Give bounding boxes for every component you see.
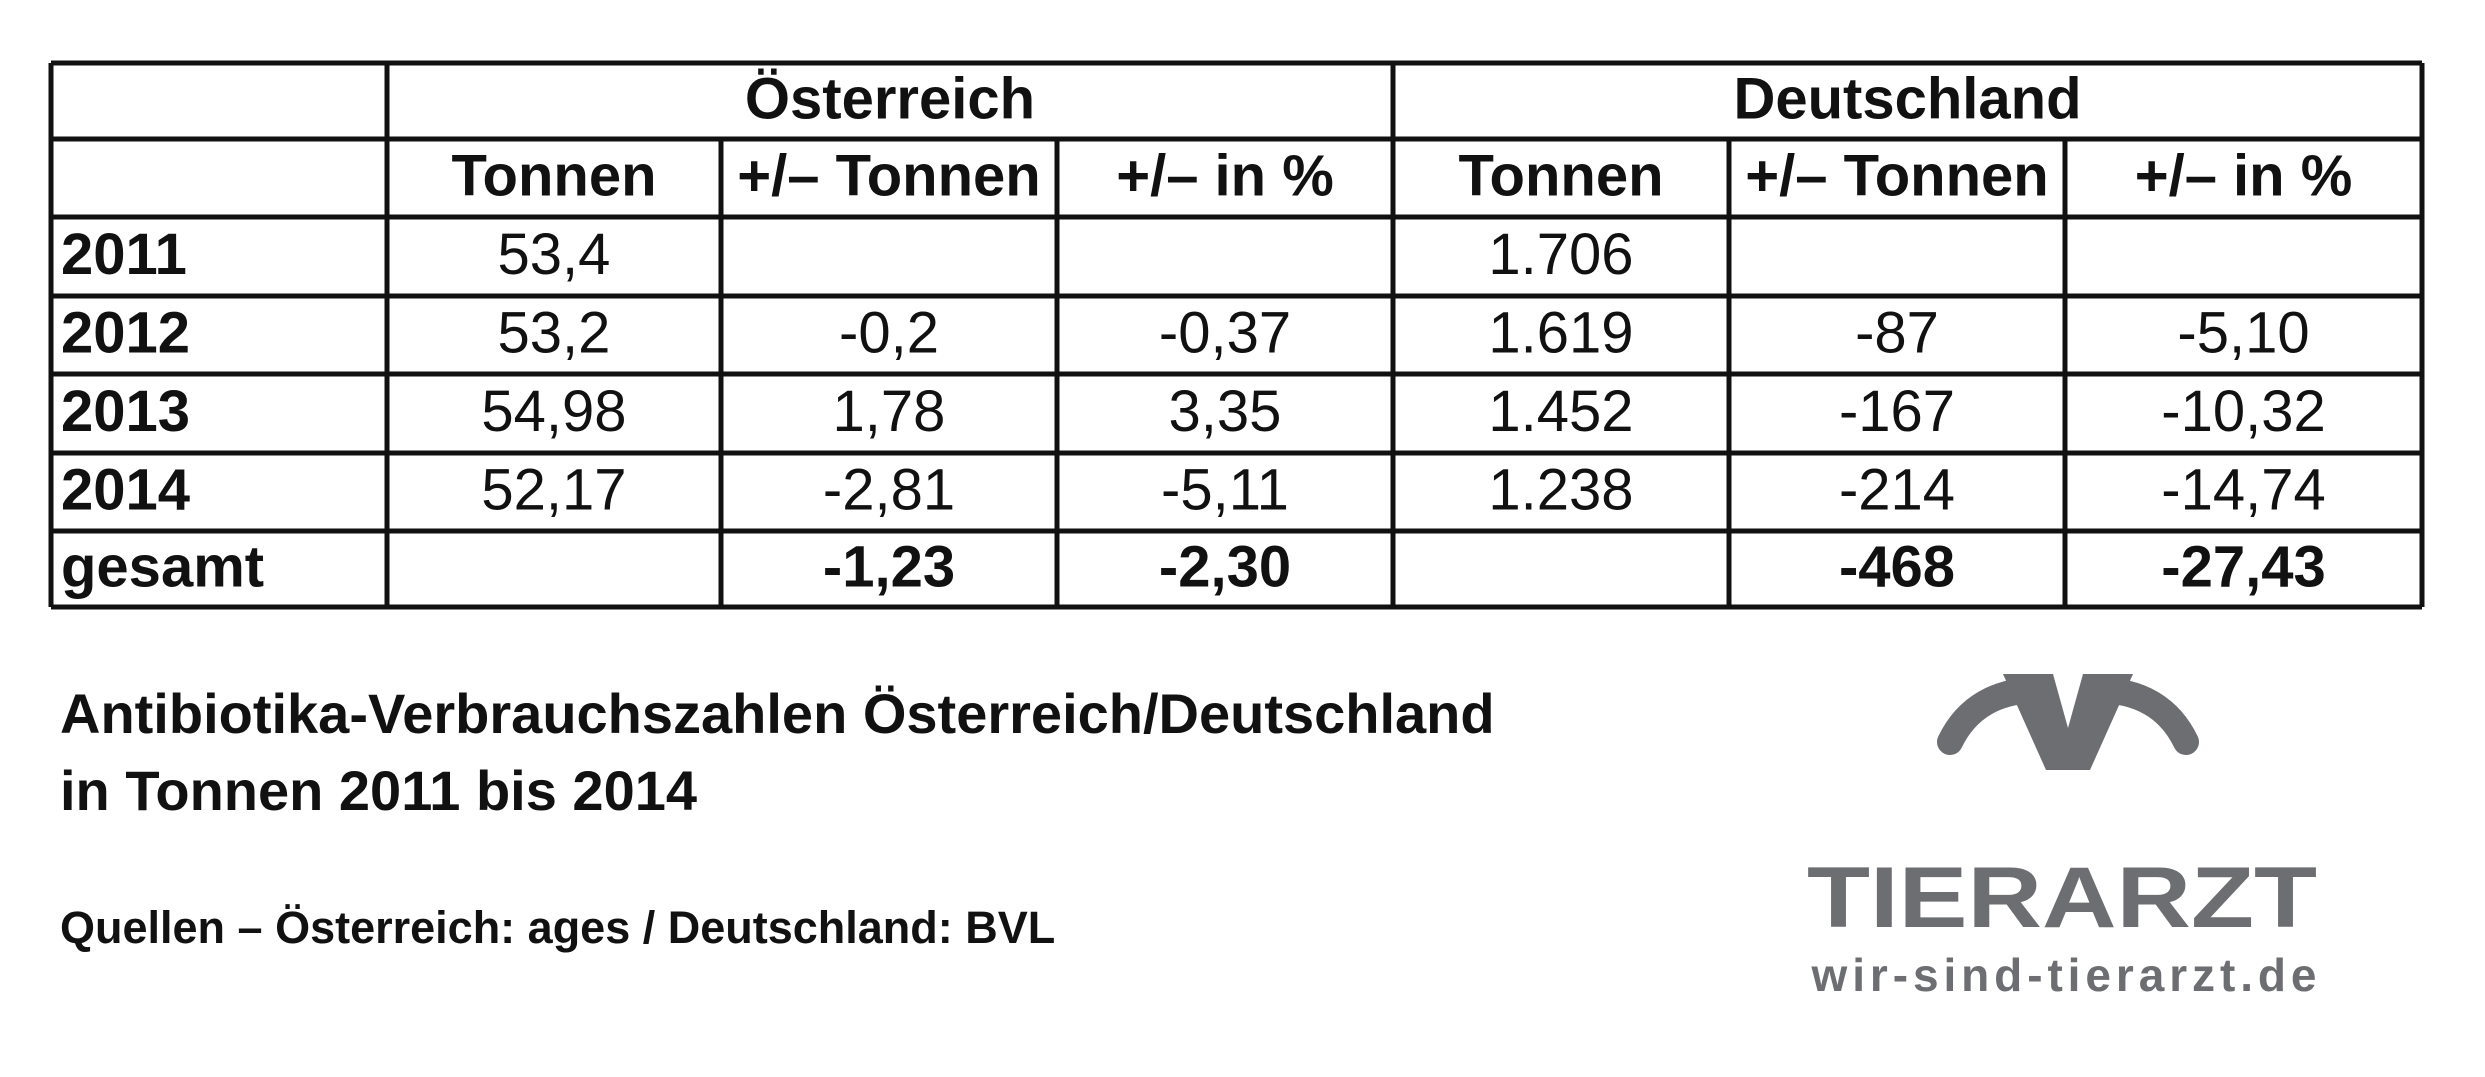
table-cell: -14,74: [2161, 457, 2325, 522]
group-header: Deutschland: [1733, 66, 2081, 131]
table-cell: -0,37: [1159, 300, 1291, 365]
table-cell: 1.619: [1488, 300, 1633, 365]
column-header: +/– in %: [2135, 143, 2353, 208]
row-label: gesamt: [61, 534, 264, 599]
table-cell: -5,11: [1161, 457, 1289, 522]
logo-horn: [2083, 677, 2199, 755]
table-cell: -1,23: [823, 534, 955, 599]
table-cell: -167: [1839, 379, 1955, 444]
table-cell: 53,2: [498, 300, 611, 365]
table-cell: -2,30: [1159, 534, 1291, 599]
row-label: 2013: [61, 379, 190, 444]
table-cell: -27,43: [2161, 534, 2325, 599]
table-cell: 1,78: [833, 379, 946, 444]
caption-line: Antibiotika-Verbrauchszahlen Österreich/…: [60, 682, 1495, 745]
table-cell: 1.452: [1488, 379, 1633, 444]
table-cell: 3,35: [1169, 379, 1282, 444]
table-cell: -87: [1855, 300, 1939, 365]
table-cell: -5,10: [2177, 300, 2309, 365]
logo-horn: [1937, 677, 2053, 755]
column-header: +/– in %: [1116, 143, 1334, 208]
table-cell: 1.706: [1488, 222, 1633, 287]
column-header: +/– Tonnen: [1745, 143, 2048, 208]
row-label: 2012: [61, 300, 190, 365]
logo-name: TIERARZT: [1807, 850, 2317, 946]
column-header: +/– Tonnen: [737, 143, 1040, 208]
table-cell: -468: [1839, 534, 1955, 599]
group-header: Österreich: [745, 66, 1035, 131]
source: Quellen – Österreich: ages / Deutschland…: [60, 902, 1055, 953]
table-cell: -2,81: [823, 457, 955, 522]
table-cell: 54,98: [481, 379, 626, 444]
table-cell: 53,4: [498, 222, 611, 287]
column-header: Tonnen: [1458, 143, 1663, 208]
table-cell: 1.238: [1488, 457, 1633, 522]
table-cell: -10,32: [2161, 379, 2325, 444]
row-label: 2011: [61, 222, 187, 287]
table-cell: -214: [1839, 457, 1955, 522]
caption-line: in Tonnen 2011 bis 2014: [60, 759, 697, 822]
column-header: Tonnen: [451, 143, 656, 208]
row-label: 2014: [61, 457, 190, 522]
table-cell: -0,2: [839, 300, 939, 365]
table-cell: 52,17: [481, 457, 626, 522]
